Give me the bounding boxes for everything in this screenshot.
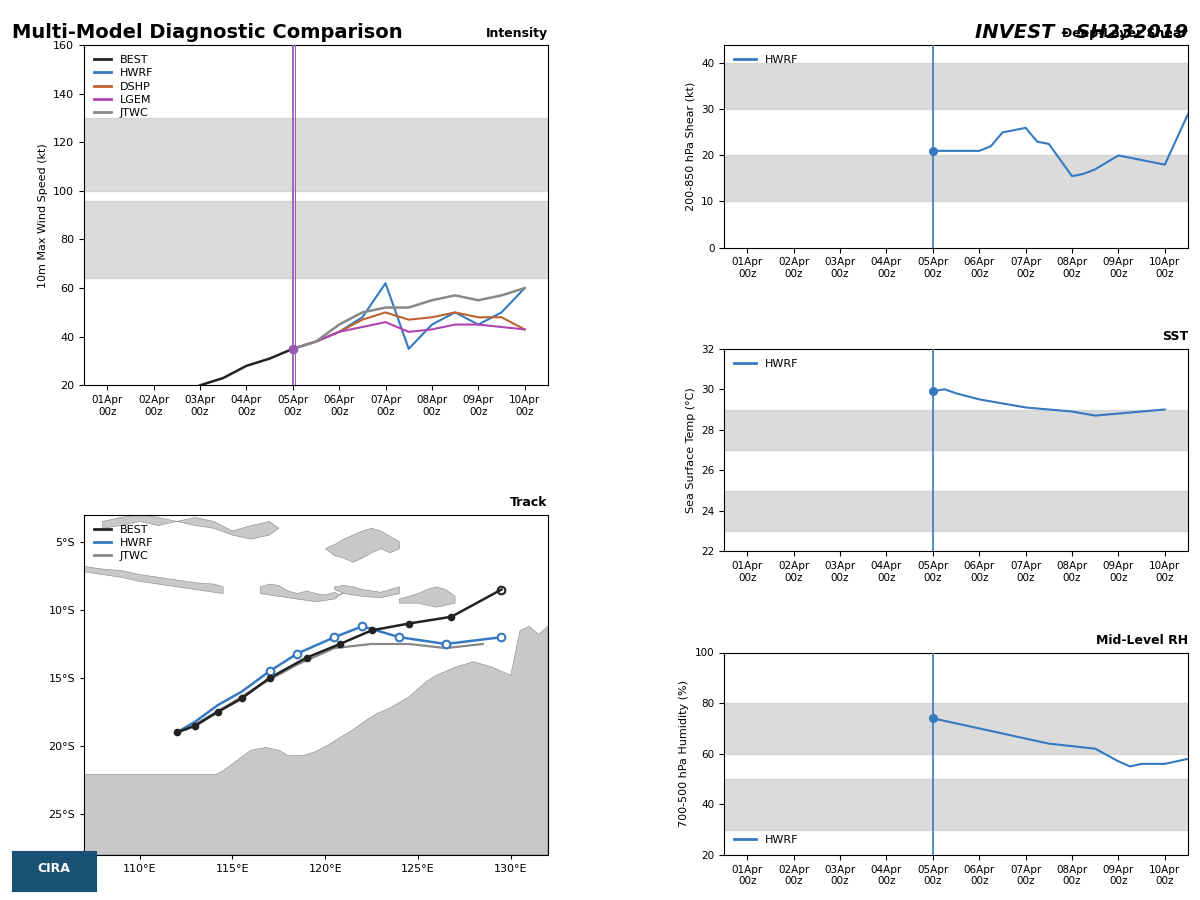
Y-axis label: 700-500 hPa Humidity (%): 700-500 hPa Humidity (%) (679, 680, 689, 827)
Y-axis label: 200-850 hPa Shear (kt): 200-850 hPa Shear (kt) (685, 82, 696, 211)
Text: Mid-Level RH: Mid-Level RH (1096, 634, 1188, 647)
Bar (724, 491, 1188, 531)
Bar (724, 703, 1188, 754)
Bar (724, 63, 1188, 110)
Legend: HWRF: HWRF (730, 50, 803, 69)
Polygon shape (84, 626, 548, 855)
Legend: BEST, HWRF, DSHP, LGEM, JTWC: BEST, HWRF, DSHP, LGEM, JTWC (90, 50, 157, 122)
Y-axis label: 10m Max Wind Speed (kt): 10m Max Wind Speed (kt) (37, 143, 48, 287)
Legend: HWRF: HWRF (730, 355, 803, 374)
Polygon shape (325, 528, 400, 562)
Y-axis label: Sea Surface Temp (°C): Sea Surface Temp (°C) (685, 387, 696, 513)
Polygon shape (260, 584, 343, 602)
Text: Track: Track (510, 496, 548, 509)
Bar (84, 118, 548, 191)
Text: Multi-Model Diagnostic Comparison: Multi-Model Diagnostic Comparison (12, 22, 403, 41)
Text: INVEST - SH232019: INVEST - SH232019 (974, 22, 1188, 41)
Legend: BEST, HWRF, JTWC: BEST, HWRF, JTWC (90, 520, 157, 566)
Text: Intensity: Intensity (486, 27, 548, 40)
Text: Deep-Layer Shear: Deep-Layer Shear (1062, 27, 1188, 40)
Polygon shape (102, 515, 278, 539)
Text: SST: SST (1162, 330, 1188, 344)
Bar (724, 779, 1188, 830)
Legend: HWRF: HWRF (730, 831, 803, 850)
Bar (84, 201, 548, 278)
Text: CIRA: CIRA (37, 862, 71, 875)
Polygon shape (84, 566, 223, 594)
Polygon shape (335, 586, 400, 598)
Bar (724, 156, 1188, 202)
Bar (724, 410, 1188, 450)
Polygon shape (400, 587, 455, 608)
